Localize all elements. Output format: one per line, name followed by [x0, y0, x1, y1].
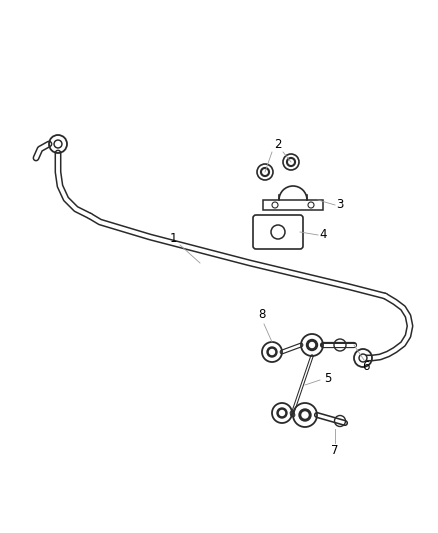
Circle shape — [269, 350, 275, 354]
Circle shape — [263, 169, 267, 174]
Circle shape — [360, 356, 365, 360]
Circle shape — [56, 141, 60, 147]
Text: 1: 1 — [169, 231, 177, 245]
Circle shape — [54, 140, 62, 148]
Circle shape — [275, 229, 282, 236]
Text: 4: 4 — [319, 229, 327, 241]
FancyBboxPatch shape — [253, 215, 303, 249]
Circle shape — [286, 158, 295, 166]
Circle shape — [359, 354, 367, 362]
Circle shape — [310, 343, 314, 348]
Circle shape — [307, 340, 318, 351]
Circle shape — [261, 167, 269, 176]
Circle shape — [279, 410, 285, 416]
Circle shape — [299, 409, 311, 421]
Text: 2: 2 — [274, 139, 282, 151]
FancyBboxPatch shape — [263, 200, 323, 210]
Text: 5: 5 — [324, 372, 332, 384]
Circle shape — [267, 347, 277, 357]
Text: 8: 8 — [258, 309, 266, 321]
Circle shape — [302, 412, 308, 418]
Text: 6: 6 — [362, 360, 370, 374]
Text: 3: 3 — [336, 198, 344, 212]
Text: 7: 7 — [331, 445, 339, 457]
Circle shape — [289, 160, 293, 164]
Circle shape — [277, 408, 287, 418]
